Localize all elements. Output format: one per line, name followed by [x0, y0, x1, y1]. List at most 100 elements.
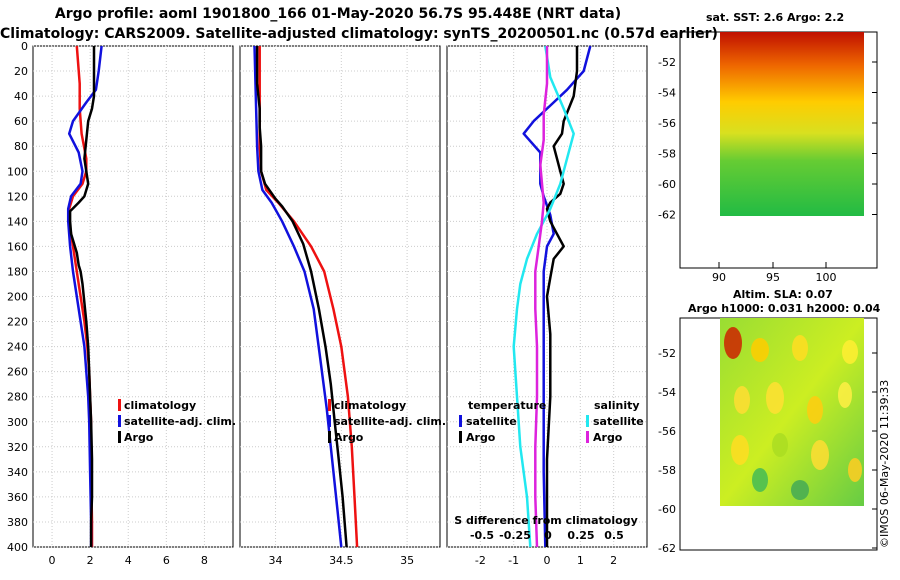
x-tick-label: 8 [201, 554, 208, 567]
depth-tick-label: 0 [21, 40, 28, 53]
legend-label: Argo [334, 431, 364, 444]
depth-tick-label: 160 [7, 240, 28, 253]
sla-anomaly-patch [731, 435, 749, 465]
x-tick-label: 34.5 [329, 554, 354, 567]
depth-tick-label: 100 [7, 165, 28, 178]
depth-tick-label: 320 [7, 441, 28, 454]
depth-tick-label: 380 [7, 516, 28, 529]
depth-tick-label: 300 [7, 416, 28, 429]
sla-lat-tick-label: -56 [658, 425, 676, 438]
x-tick-label: 4 [125, 554, 132, 567]
depth-tick-label: 80 [14, 140, 28, 153]
legend-swatch [586, 415, 589, 427]
x-tick-label: 35 [400, 554, 414, 567]
legend-title-temperature: temperature [468, 399, 546, 412]
x-tick-label: 0 [544, 554, 551, 567]
salinity-difference-axis-title: S difference from climatology [454, 514, 638, 527]
sst-lat-tick-label: -54 [658, 87, 676, 100]
sla-lat-tick-label: -52 [658, 347, 676, 360]
salinity-difference-tick-label: -0.5 [470, 529, 494, 542]
sst-lat-tick-label: -62 [658, 209, 676, 222]
legend-swatch [328, 399, 331, 411]
title-line-2: Climatology: CARS2009. Satellite-adjuste… [0, 26, 718, 42]
depth-tick-label: 400 [7, 541, 28, 554]
sla-anomaly-patch [838, 382, 852, 408]
legend-swatch [459, 415, 462, 427]
sla-lat-tick-label: -60 [658, 503, 676, 516]
sla-map-label-line1: Altim. SLA: 0.07 [733, 288, 833, 301]
x-tick-label: 0 [49, 554, 56, 567]
depth-tick-label: 180 [7, 265, 28, 278]
depth-tick-label: 20 [14, 65, 28, 78]
sla-anomaly-patch [752, 468, 768, 492]
depth-tick-label: 200 [7, 291, 28, 304]
depth-tick-label: 340 [7, 466, 28, 479]
series-line-satellite-adj-clim- [66, 45, 103, 547]
legend-label: satellite [593, 415, 644, 428]
x-tick-label: -2 [475, 554, 486, 567]
legend-swatch [118, 399, 121, 411]
x-tick-label: 2 [87, 554, 94, 567]
legend-swatch [118, 431, 121, 443]
depth-tick-label: 360 [7, 491, 28, 504]
sla-anomaly-patch [807, 396, 823, 424]
sla-anomaly-patch [772, 433, 788, 457]
sla-anomaly-patch [842, 340, 858, 364]
sla-anomaly-patch [751, 338, 769, 362]
legend-label: satellite [466, 415, 517, 428]
legend-label: satellite-adj. clim. [334, 415, 446, 428]
salinity-difference-tick-label: -0.25 [499, 529, 531, 542]
depth-tick-label: 280 [7, 391, 28, 404]
series-line-argo [255, 46, 348, 548]
sla-anomaly-patch [811, 440, 829, 470]
sst-map-label: sat. SST: 2.6 Argo: 2.2 [706, 11, 845, 24]
legend-swatch [328, 415, 331, 427]
sla-anomaly-patch [724, 327, 742, 359]
series-line-temperature-argo [545, 46, 579, 547]
sst-lon-tick-label: 100 [816, 271, 837, 284]
legend-label: satellite-adj. clim. [124, 415, 236, 428]
salinity-difference-tick-label: 0 [544, 529, 552, 542]
sla-anomaly-patch [791, 480, 809, 500]
sla-lat-tick-label: -58 [658, 464, 676, 477]
legend-swatch [459, 431, 462, 443]
legend-label: Argo [593, 431, 623, 444]
x-tick-label: 1 [577, 554, 584, 567]
x-tick-label: -1 [508, 554, 519, 567]
series-line-salinity-argo [534, 46, 549, 548]
title-line-1: Argo profile: aoml 1901800_166 01-May-20… [54, 6, 622, 22]
x-tick-label: 6 [163, 554, 170, 567]
legend-label: Argo [124, 431, 154, 444]
series-line-argo [68, 46, 96, 547]
sst-lat-tick-label: -58 [658, 148, 676, 161]
legend-label: Argo [466, 431, 496, 444]
credit-text: ©IMOS 06-May-2020 11:39:33 [878, 379, 891, 548]
legend-swatch [328, 431, 331, 443]
sla-map-label-line2: Argo h1000: 0.031 h2000: 0.04 [688, 302, 881, 315]
sla-anomaly-patch [848, 458, 862, 482]
legend-swatch [586, 431, 589, 443]
x-tick-label: 34 [269, 554, 283, 567]
legend-label: climatology [124, 399, 196, 412]
legend-label: climatology [334, 399, 406, 412]
legend-swatch [118, 415, 121, 427]
sst-lon-tick-label: 90 [712, 271, 726, 284]
sst-lat-tick-label: -52 [658, 56, 676, 69]
depth-tick-label: 40 [14, 90, 28, 103]
salinity-difference-tick-label: 0.25 [567, 529, 594, 542]
sla-lat-tick-label: -62 [658, 542, 676, 555]
depth-tick-label: 120 [7, 190, 28, 203]
series-line-salinity-satellite [512, 45, 575, 548]
sst-map-image [720, 32, 864, 216]
sst-lat-tick-label: -60 [658, 178, 676, 191]
depth-tick-label: 240 [7, 341, 28, 354]
depth-tick-label: 220 [7, 316, 28, 329]
sla-lat-tick-label: -54 [658, 386, 676, 399]
depth-tick-label: 60 [14, 115, 28, 128]
sst-lon-tick-label: 95 [766, 271, 780, 284]
salinity-difference-tick-label: 0.5 [604, 529, 624, 542]
x-tick-label: 2 [610, 554, 617, 567]
sla-anomaly-patch [792, 335, 808, 361]
legend-title-salinity: salinity [594, 399, 640, 412]
